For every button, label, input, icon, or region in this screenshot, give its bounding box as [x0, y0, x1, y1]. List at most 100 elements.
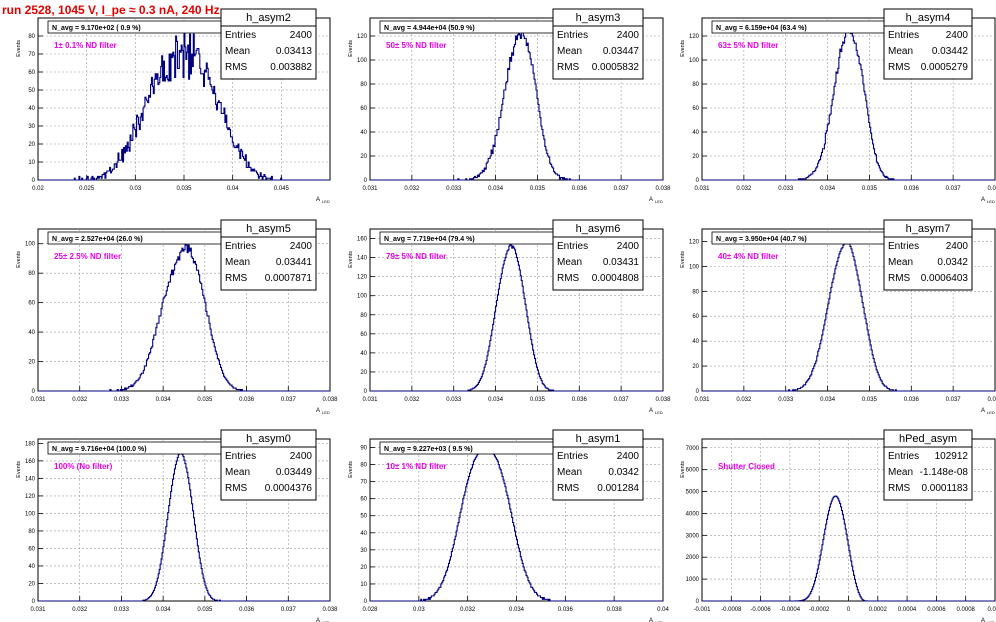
y-tick-label: 70 [28, 52, 35, 58]
stat-label: Mean [225, 46, 250, 57]
x-tick-label: 0.032 [404, 186, 420, 192]
stat-label: RMS [557, 483, 580, 494]
histogram-panel-h_asym4: 0.031 0.032 0.033 0.034 0.035 0.036 0.037 0.038… [680, 8, 996, 204]
x-axis-title-sub: LED [655, 620, 663, 622]
stat-label: Entries [225, 451, 256, 462]
x-tick-label: 0.032 [404, 397, 420, 403]
y-tick-label: 20 [28, 581, 35, 587]
x-tick-label: 0.028 [362, 607, 378, 613]
stat-label: RMS [225, 273, 248, 284]
y-axis-title: Events [16, 251, 22, 268]
y-tick-label: 60 [28, 301, 35, 307]
stat-label: Mean [225, 467, 250, 478]
x-tick-label: 0.033 [114, 397, 130, 403]
x-tick-label: 0 [847, 607, 851, 613]
y-tick-label: 100 [357, 294, 368, 300]
x-axis-title-sub: LED [987, 410, 995, 415]
x-tick-label: 0.031 [30, 607, 46, 613]
y-tick-label: 80 [28, 271, 35, 277]
stat-label: Mean [557, 467, 582, 478]
histogram-name: h_asym1 [576, 433, 621, 445]
stat-value: 102912 [935, 451, 969, 462]
y-tick-label: 40 [360, 130, 367, 136]
navg-text: N_avg = 4.944e+04 (50.9 %) [384, 25, 475, 32]
x-axis-title: A [981, 408, 985, 414]
x-tick-label: 0.0002 [869, 607, 888, 613]
stat-label: RMS [888, 483, 911, 494]
stats-box-frame [220, 429, 317, 501]
x-tick-label: 0.038 [322, 607, 338, 613]
x-tick-label: 0.035 [530, 397, 546, 403]
x-axis-title-sub: LED [322, 410, 330, 415]
stats-box-frame [220, 219, 317, 291]
y-tick-label: 2000 [686, 555, 700, 561]
x-tick-label: 0.037 [281, 397, 297, 403]
stat-label: RMS [225, 62, 248, 73]
histogram-panel-h_asym5: 0.031 0.032 0.033 0.034 0.035 0.036 0.037 0.038… [16, 219, 338, 415]
x-tick-label: 0.037 [614, 397, 630, 403]
x-tick-label: 0.032 [72, 607, 88, 613]
x-axis-title: A [649, 408, 653, 414]
x-tick-label: 0.04 [657, 607, 669, 613]
x-tick-label: 0.032 [72, 397, 88, 403]
histogram-name: h_asym2 [246, 12, 291, 24]
stats-box: h_asym1 Entries 2400 Mean 0.0342 RMS 0.001284 [552, 429, 644, 501]
y-tick-label: 7000 [686, 446, 700, 452]
x-tick-label: 0.02 [32, 186, 44, 192]
x-tick-label: 0.03 [413, 607, 425, 613]
stat-label: Entries [225, 30, 256, 41]
stat-value: 2400 [290, 241, 313, 252]
filter-annotation: 1± 0.1% ND filter [54, 41, 117, 50]
y-tick-label: 80 [28, 529, 35, 535]
stats-box: h_asym0 Entries 2400 Mean 0.03449 RMS 0.000437… [220, 429, 317, 501]
y-tick-label: 40 [28, 564, 35, 570]
navg-text: N_avg = 7.719e+04 (79.4 %) [384, 236, 475, 243]
y-tick-label: 140 [357, 256, 368, 262]
histogram-line [38, 451, 330, 602]
x-tick-label: 0.035 [862, 186, 878, 192]
page-title: run 2528, 1045 V, I_pe ≈ 0.3 nA, 240 Hz [2, 3, 220, 17]
y-tick-label: 60 [692, 106, 699, 112]
stat-value: 0.0004376 [265, 483, 313, 494]
y-tick-label: 100 [25, 242, 36, 248]
y-tick-label: 100 [689, 264, 700, 270]
x-tick-label: 0.031 [362, 397, 378, 403]
stat-label: Mean [557, 257, 582, 268]
y-tick-label: 4000 [686, 511, 700, 517]
stat-label: RMS [888, 62, 911, 73]
histogram-line [370, 25, 663, 181]
x-axis-title-sub: LED [322, 199, 330, 204]
y-tick-label: 60 [360, 332, 367, 338]
stat-label: Mean [225, 257, 250, 268]
y-tick-label: 140 [25, 476, 36, 482]
stat-label: Mean [557, 46, 582, 57]
navg-text: N_avg = 9.227e+03 ( 9.5 %) [384, 446, 473, 453]
y-tick-label: 80 [692, 82, 699, 88]
x-tick-label: 0.032 [736, 186, 752, 192]
stat-value: 0.0007871 [265, 273, 313, 284]
x-tick-label: 0.001 [987, 607, 996, 613]
histogram-panel-h_asym2: 0.02 0.025 0.03 0.035 0.04 0.045 0 10 20 30 40 50 60… [16, 8, 331, 204]
x-tick-label: 0.036 [239, 607, 255, 613]
stat-label: RMS [888, 273, 911, 284]
stat-value: -1.148e-08 [920, 467, 969, 478]
x-tick-label: 0.031 [362, 186, 378, 192]
histogram-panel-h_asym0: 0.031 0.032 0.033 0.034 0.035 0.036 0.037 0.038… [16, 429, 338, 622]
y-tick-label: 10 [360, 582, 367, 588]
y-axis-title: Events [348, 251, 354, 268]
y-tick-label: 0 [32, 178, 36, 184]
x-tick-label: 0.045 [274, 186, 290, 192]
x-tick-label: 0.035 [862, 397, 878, 403]
x-tick-label: 0.031 [30, 397, 46, 403]
stat-label: RMS [225, 483, 248, 494]
histogram-line [38, 237, 330, 392]
x-tick-label: 0.037 [946, 186, 962, 192]
x-tick-label: 0.035 [197, 607, 213, 613]
y-tick-label: 120 [25, 494, 36, 500]
filter-annotation: 63± 5% ND filter [718, 41, 778, 50]
histogram-panel-hPed_asym: -0.001 -0.0008 -0.0006 -0.0004 -0.0002 0 0.000… [680, 429, 996, 622]
x-tick-label: 0.038 [655, 186, 671, 192]
x-tick-label: -0.0008 [721, 607, 742, 613]
y-tick-label: 60 [692, 314, 699, 320]
